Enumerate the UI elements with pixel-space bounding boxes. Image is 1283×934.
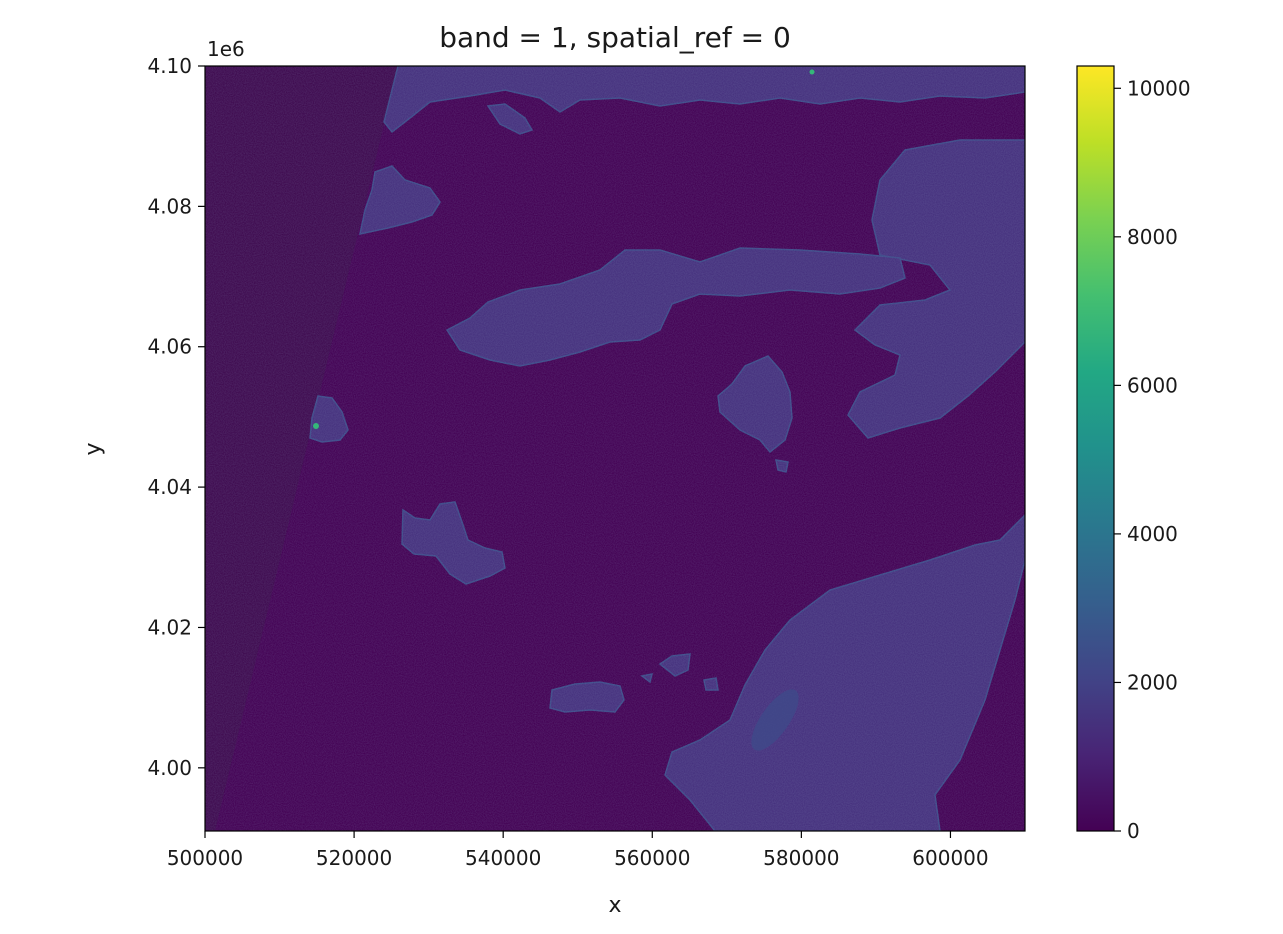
x-tick-label: 500000: [167, 846, 243, 870]
colorbar-tick-label: 4000: [1127, 522, 1178, 546]
x-tick-label: 520000: [316, 846, 392, 870]
x-tick-label: 580000: [763, 846, 839, 870]
colorbar-tick-label: 10000: [1127, 76, 1191, 100]
raster-texture: [205, 66, 1025, 831]
colorbar-tick-label: 8000: [1127, 225, 1178, 249]
y-tick-label: 4.00: [147, 756, 192, 780]
y-axis-ticks: 4.00 4.02 4.04 4.06 4.08 4.10: [147, 54, 205, 780]
plot-frame: [204, 65, 1026, 832]
bright-pixel-west: [313, 423, 319, 429]
colorbar-tick-label: 6000: [1127, 373, 1178, 397]
colorbar-tick-label: 2000: [1127, 670, 1178, 694]
x-tick-label: 560000: [614, 846, 690, 870]
x-tick-label: 600000: [912, 846, 988, 870]
colorbar-ticks: 0 2000 4000 6000 8000 10000: [1114, 76, 1191, 843]
bright-pixel-north: [809, 69, 815, 75]
x-axis-label: x: [608, 893, 621, 918]
y-axis-label: y: [81, 442, 106, 455]
colorbar-tick-label: 0: [1127, 819, 1140, 843]
y-tick-label: 4.06: [147, 335, 192, 359]
plot-area: [205, 66, 1025, 831]
y-tick-label: 4.08: [147, 194, 192, 218]
y-tick-label: 4.04: [147, 475, 192, 499]
y-offset-label: 1e6: [207, 37, 245, 61]
y-tick-label: 4.02: [147, 615, 192, 639]
colorbar: [1076, 65, 1115, 832]
y-tick-label: 4.10: [147, 54, 192, 78]
chart-title: band = 1, spatial_ref = 0: [439, 21, 791, 54]
x-tick-label: 540000: [465, 846, 541, 870]
x-axis-ticks: 500000 520000 540000 560000 580000 600000: [167, 831, 989, 870]
land-patch-se: [751, 689, 799, 751]
